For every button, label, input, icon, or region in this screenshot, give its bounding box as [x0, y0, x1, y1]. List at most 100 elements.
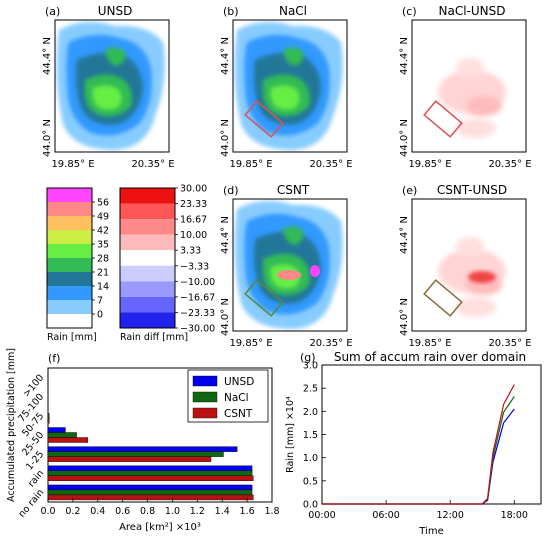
lon-label: 19.85° E: [408, 338, 451, 349]
rain-max-cell: [277, 270, 301, 280]
colorbar-tick-label: 0: [97, 310, 103, 321]
lon-label: 19.85° E: [229, 159, 272, 170]
colorbar-swatch: [120, 203, 175, 220]
lat-label: 44.0° N: [220, 298, 231, 336]
colorbar-tick-label: 23.33: [180, 199, 207, 210]
map-field: [55, 20, 169, 152]
colorbar-tick-label: 16.67: [180, 215, 207, 226]
bar-csnt: [47, 475, 254, 481]
colorbar-swatch: [120, 312, 175, 328]
rain-max-cell: [310, 265, 320, 277]
x-tick-label: 0.4: [90, 506, 105, 517]
lon-label: 20.35° E: [309, 338, 352, 349]
panel-title: NaCl-UNSD: [439, 4, 506, 18]
panel-title: NaCl: [279, 4, 307, 18]
colorbar-tick-label: −10.00: [180, 277, 215, 288]
legend-swatch: [192, 375, 218, 387]
y-tick-label: 3.0: [303, 361, 318, 372]
study-area-box: [244, 279, 284, 317]
colorbar-tick-label: −3.33: [180, 261, 209, 272]
lat-label: 44.0° N: [399, 298, 410, 336]
legend-label: CSNT: [224, 408, 253, 420]
colorbar-swatch: [120, 250, 175, 266]
lat-label: 44.4° N: [399, 37, 410, 75]
legend-swatch: [192, 391, 218, 403]
colorbar-swatch: [47, 244, 92, 258]
diff-field: [412, 20, 526, 152]
study-area-box: [423, 279, 463, 317]
colorbar-tick-label: 30.00: [180, 184, 207, 195]
bar-nacl: [47, 413, 50, 419]
legend-label: UNSD: [224, 376, 254, 388]
bar-csnt: [47, 418, 50, 424]
panel-label: (b): [223, 5, 239, 18]
y-tick-label: 2.5: [303, 384, 318, 395]
panel-label: (a): [45, 5, 60, 18]
series-line-csnt: [322, 384, 515, 505]
bar-unsd: [47, 484, 253, 491]
colorbar-swatch: [120, 219, 175, 235]
bar-unsd: [47, 465, 253, 471]
study-area-box: [423, 100, 463, 138]
lon-label: 19.85° E: [229, 338, 272, 349]
lat-label: 44.4° N: [42, 37, 53, 75]
lon-label: 20.35° E: [309, 159, 352, 170]
accum-rain-line-chart: Sum of accum rain over domain (g) 0.0 0.5 1.…: [285, 350, 542, 537]
colorbar-tick-label: 42: [97, 226, 109, 237]
colorbar-tick-label: 10.00: [180, 230, 207, 241]
panel-label: (g): [300, 351, 316, 364]
bar-csnt: [47, 437, 89, 443]
colorbar-tick-label: 35: [97, 240, 109, 251]
bar-csnt: [47, 456, 212, 462]
study-area-box: [244, 100, 284, 138]
y-axis-label: Rain [mm] ×10⁴: [285, 396, 296, 473]
panel-label: (e): [402, 184, 417, 197]
y-tick-label: 0.0: [303, 500, 318, 511]
y-axis-label: Accumulated precipitation [mm]: [6, 348, 17, 502]
map-panel-a: (a) UNSD 44.4° N 44.0° N 19.85° E 20.35° E: [42, 4, 175, 170]
colorbar-label: Rain [mm]: [47, 332, 97, 343]
map-frame: [411, 198, 527, 332]
bar-nacl: [47, 451, 224, 457]
colorbar-frame: [119, 187, 176, 329]
rain-field: [55, 20, 169, 152]
map-field: [412, 20, 526, 152]
bar-unsd: [47, 427, 66, 433]
colorbar-swatch: [47, 230, 92, 244]
map-panel-e: (e) CSNT-UNSD 44.4° N 44.0° N 19.85° E 20.35°…: [399, 183, 532, 349]
map-frame: [411, 19, 527, 153]
x-tick-label: 0.8: [140, 506, 155, 517]
legend-swatch: [192, 407, 218, 419]
legend-label: NaCl: [224, 392, 249, 404]
panel-label: (d): [223, 184, 239, 197]
plot-frame: [321, 364, 542, 505]
colorbar-swatch: [47, 216, 92, 230]
colorbar-swatch: [47, 258, 92, 272]
map-panel-b: (b) NaCl 44.4° N 44.0° N 19.85° E 20.35° E: [220, 4, 353, 170]
rain-field: [233, 20, 347, 152]
y-tick-label: 0.5: [303, 476, 318, 487]
x-tick-label: 0.0: [40, 506, 55, 517]
area-bar-chart: (f)no rainrain1-2525-5050-7575-100>1000.…: [6, 348, 280, 533]
bar-unsd: [47, 446, 238, 452]
y-tick-label: 2.0: [303, 407, 318, 418]
lat-label: 44.0° N: [42, 119, 53, 157]
x-axis-label: Area [km²] ×10³: [119, 522, 201, 533]
x-tick-label: 1.2: [190, 506, 205, 517]
y-tick-label: 1.5: [303, 430, 318, 441]
colorbar-tick-label: −23.33: [180, 308, 215, 319]
x-tick-label: 1.0: [165, 506, 180, 517]
legend: UNSD NaCl CSNT: [187, 369, 269, 423]
colorbar-swatch: [47, 272, 92, 286]
colorbar-swatch: [47, 300, 92, 314]
map-field: [233, 199, 347, 331]
map-panel-d: (d) CSNT 44.4° N 44.0° N 19.85° E 20.35° E: [220, 183, 353, 349]
x-axis-label: Time: [418, 526, 443, 537]
map-frame: [232, 19, 348, 153]
colorbar-swatch: [120, 188, 175, 204]
lat-label: 44.0° N: [399, 119, 410, 157]
x-tick-label: 0.2: [65, 506, 80, 517]
